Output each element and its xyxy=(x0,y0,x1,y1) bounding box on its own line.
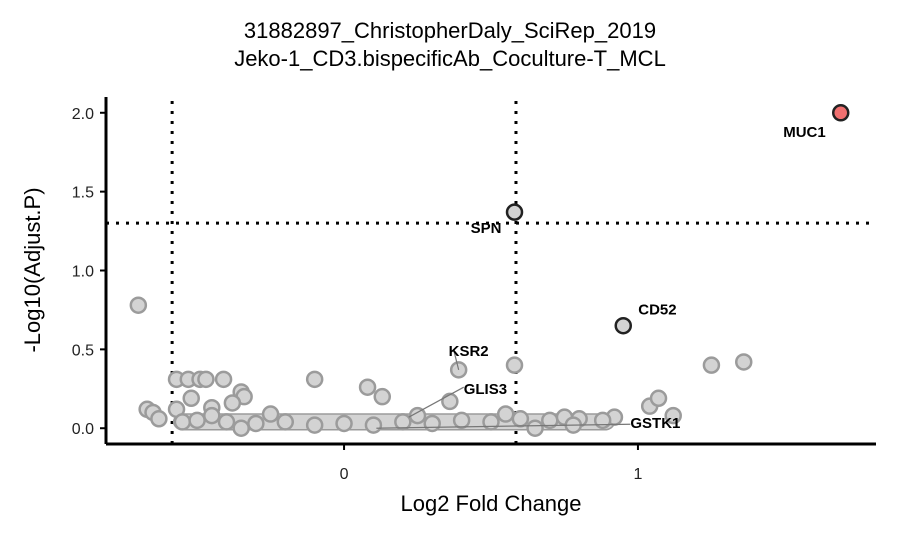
data-point xyxy=(305,370,324,389)
label-leader-lines xyxy=(376,349,631,429)
data-point xyxy=(452,411,471,430)
data-point xyxy=(173,413,192,431)
data-point xyxy=(505,356,524,374)
data-point xyxy=(214,370,233,389)
leader-line xyxy=(376,423,631,429)
data-point xyxy=(358,378,377,396)
y-tick-label: 2.0 xyxy=(72,106,94,123)
highlighted-point xyxy=(505,203,524,221)
threshold-lines xyxy=(106,101,876,444)
x-tick-label: 0 xyxy=(340,466,349,483)
gene-label-ksr2: KSR2 xyxy=(449,343,489,360)
data-point xyxy=(423,414,441,433)
y-tick-label: 1.0 xyxy=(72,264,94,281)
data-point xyxy=(129,296,148,314)
leader-line xyxy=(408,386,464,418)
data-point xyxy=(217,413,236,431)
data-point xyxy=(649,389,668,408)
data-point xyxy=(150,410,168,428)
data-point xyxy=(408,406,427,425)
highlighted-point xyxy=(614,316,633,335)
y-tick-label: 0.5 xyxy=(72,342,94,359)
data-point xyxy=(335,414,353,433)
data-point xyxy=(364,416,383,434)
gene-label-spn: SPN xyxy=(471,220,502,237)
y-axis-title: -Log10(Adjust.P) xyxy=(20,187,45,352)
y-tick-label: 1.5 xyxy=(72,185,94,202)
gene-label-cd52: CD52 xyxy=(638,302,676,319)
axes: 0.0 0.5 1.0 1.5 2.0 0 1 xyxy=(72,97,876,483)
x-axis-title: Log2 Fold Change xyxy=(400,491,581,516)
gene-label-glis3: GLIS3 xyxy=(464,381,507,398)
gene-label-muc1: MUC1 xyxy=(783,124,826,141)
chart-subtitle: Jeko-1_CD3.bispecificAb_Coculture-T_MCL xyxy=(234,46,666,71)
chart-title: 31882897_ChristopherDaly_SciRep_2019 xyxy=(243,18,657,43)
data-point xyxy=(394,413,412,431)
data-point xyxy=(441,392,459,411)
data-point xyxy=(247,414,265,433)
data-point xyxy=(496,405,515,423)
data-point xyxy=(232,419,250,437)
x-tick-label: 1 xyxy=(633,466,642,483)
gene-label-gstk1: GSTK1 xyxy=(630,415,680,432)
data-point xyxy=(305,416,324,434)
data-point xyxy=(203,406,221,425)
data-point xyxy=(276,413,295,431)
data-point xyxy=(197,370,215,389)
data-point xyxy=(223,394,242,412)
data-point xyxy=(734,353,753,371)
data-point xyxy=(526,419,544,437)
data-point xyxy=(182,389,200,408)
data-point xyxy=(373,387,392,406)
data-point xyxy=(261,405,280,423)
gene-labels: MUC1 SPN CD52 KSR2 GLIS3 GSTK1 xyxy=(449,124,826,432)
highlighted-point xyxy=(831,104,850,122)
leader-line xyxy=(453,349,460,371)
data-point xyxy=(593,411,612,430)
data-point xyxy=(702,356,721,374)
data-point xyxy=(664,406,682,425)
data-point xyxy=(188,411,206,430)
y-tick-label: 0.0 xyxy=(72,421,94,438)
data-point xyxy=(511,410,530,428)
data-point xyxy=(482,413,500,431)
